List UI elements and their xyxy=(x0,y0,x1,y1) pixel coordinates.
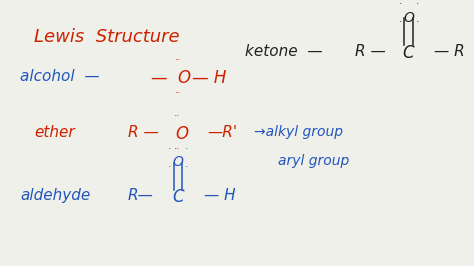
Text: ·: · xyxy=(399,17,401,27)
Text: O: O xyxy=(177,69,191,87)
Text: ··: ·· xyxy=(174,144,180,154)
Text: R —: R — xyxy=(355,44,385,59)
Text: ·: · xyxy=(185,162,188,172)
Text: ether: ether xyxy=(34,125,75,140)
Text: O: O xyxy=(175,125,188,143)
Text: ·: · xyxy=(415,17,419,27)
Text: —: — xyxy=(150,69,166,87)
Text: ·: · xyxy=(399,0,401,9)
Text: ··: ·· xyxy=(175,88,181,98)
Text: ·: · xyxy=(168,144,171,154)
Text: O: O xyxy=(403,11,414,25)
Text: aldehyde: aldehyde xyxy=(20,188,91,203)
Text: ·: · xyxy=(168,162,171,172)
Text: aryl group: aryl group xyxy=(277,154,349,168)
Text: alcohol  —: alcohol — xyxy=(20,69,100,84)
Text: — R: — R xyxy=(434,44,465,59)
Text: R—: R— xyxy=(128,188,154,203)
Text: C: C xyxy=(172,188,183,206)
Text: R —: R — xyxy=(128,125,158,140)
Text: ·: · xyxy=(415,0,419,9)
Text: ··: ·· xyxy=(175,55,181,65)
Text: C: C xyxy=(403,44,414,62)
Text: — H: — H xyxy=(203,188,235,203)
Text: — H: — H xyxy=(192,69,227,87)
Text: —R': —R' xyxy=(207,125,237,140)
Text: O: O xyxy=(173,155,183,169)
Text: ketone  —: ketone — xyxy=(245,44,322,59)
Text: Lewis  Structure: Lewis Structure xyxy=(34,28,180,46)
Text: ··: ·· xyxy=(174,111,180,121)
Text: ·: · xyxy=(185,144,188,154)
Text: →alkyl group: →alkyl group xyxy=(254,125,343,139)
